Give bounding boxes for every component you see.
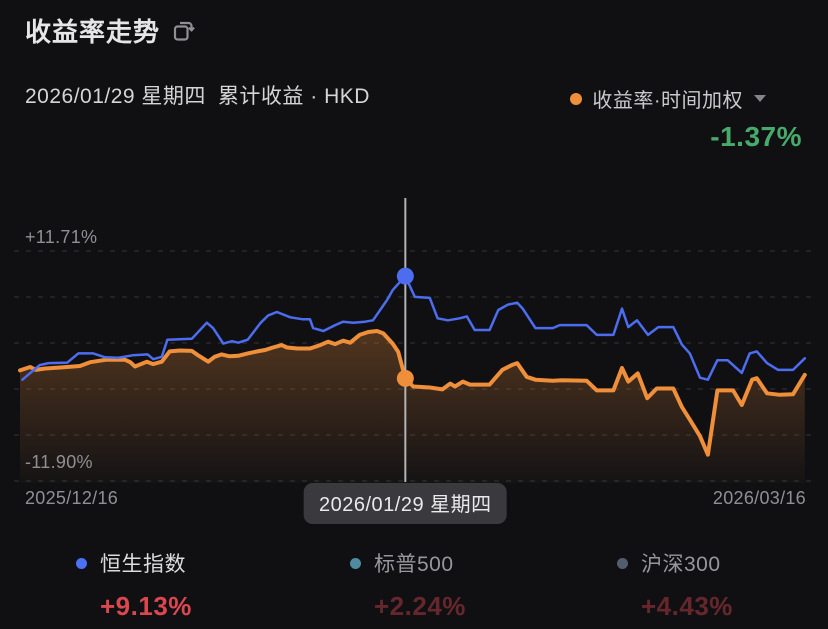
legend-label: 沪深300 (641, 553, 721, 576)
legend-dot-icon (76, 557, 87, 569)
crosshair-date-tooltip: 2026/01/29 星期四 (304, 483, 507, 524)
legend-value: +4.43% (641, 591, 733, 621)
copy-icon[interactable] (171, 19, 196, 44)
metric-picker[interactable]: 收益率·时间加权 (570, 84, 766, 113)
legend-dot-icon (350, 557, 361, 569)
x-axis-start-label: 2025/12/16 (25, 488, 119, 508)
y-axis-max-label: +11.71% (25, 227, 98, 247)
metric-picker-label: 收益率·时间加权 (592, 90, 743, 112)
chevron-down-icon (754, 95, 766, 102)
legend-value: +9.13% (100, 591, 192, 621)
legend-item-sp500[interactable]: 标普500 +2.24% (350, 548, 466, 622)
legend-item-csi300[interactable]: 沪深300 +4.43% (617, 548, 733, 622)
metric-dot-icon (570, 92, 583, 105)
crosshair-markers (396, 267, 414, 387)
legend-label: 标普500 (374, 553, 454, 576)
legend-value: +2.24% (374, 591, 466, 621)
legend-dot-icon (617, 557, 628, 569)
legend-item-hang-seng[interactable]: 恒生指数 +9.13% (76, 548, 192, 622)
y-axis-min-label: -11.90% (25, 452, 93, 472)
subtitle: 2026/01/29 星期四 累计收益 · HKD (25, 80, 370, 110)
main-return-value: -1.37% (710, 121, 802, 152)
selected-date-label: 2026/01/29 星期四 (25, 85, 206, 108)
page-title: 收益率走势 (25, 17, 161, 47)
metric-currency-label: 累计收益 · HKD (217, 85, 370, 108)
x-axis-end-label: 2026/03/16 (712, 488, 806, 508)
legend-label: 恒生指数 (100, 553, 186, 576)
series-lines (18, 274, 807, 483)
